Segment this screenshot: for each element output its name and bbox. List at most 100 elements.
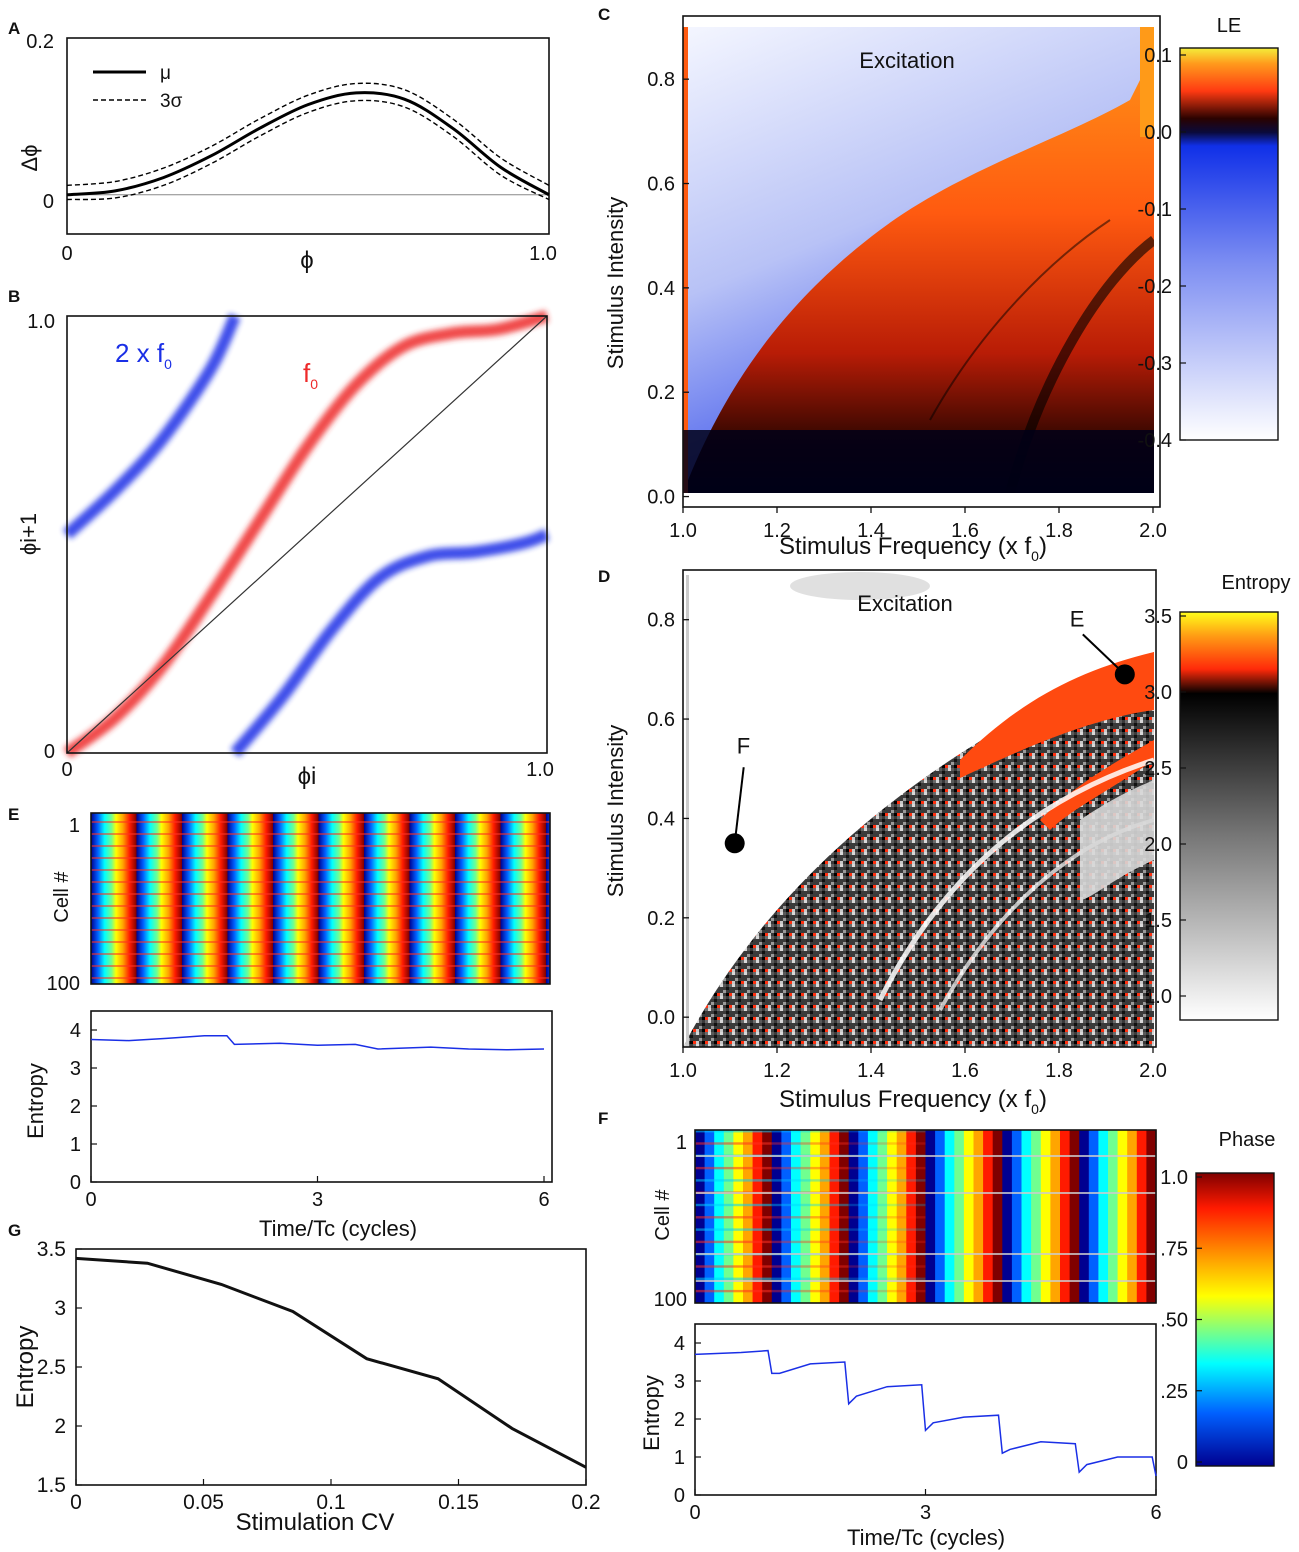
chart-e-raster-ytick-1: 1 [69,815,80,837]
chart-f-raster-stripe [695,1130,772,1133]
chart-c-xlabel: Stimulus Frequency (x f0) [779,533,1047,564]
colorbar-phase-tick-4: 0 [1177,1452,1188,1474]
chart-g-ylabel: Entropy [12,1326,39,1409]
chart-c-ytick-1: 0.2 [647,382,675,404]
chart-f-raster-band [771,1130,782,1303]
chart-f-raster-band [867,1130,879,1303]
chart-g-xtick-2: 0.1 [316,1491,345,1514]
chart-f-raster-band [992,1130,1003,1303]
colorbar-entropy [1179,611,1279,1021]
chart-g-ytick-3: 3 [54,1297,66,1320]
chart-f-entropy-frame [694,1323,1157,1496]
chart-a-ylabel: Δϕ [17,144,42,171]
chart-e-entropy-ytick-4: 4 [70,1020,81,1042]
chart-d-ytick-0: 0.0 [647,1007,675,1029]
chart-f-raster-band [810,1130,821,1303]
chart-b-xtick-1: 1.0 [526,759,554,781]
chart-f-raster-band [935,1130,946,1303]
chart-f-raster-band [800,1130,811,1303]
chart-f-raster-stripe [848,1203,926,1207]
chart-d-marker-e-leader [1082,633,1126,676]
chart-f-raster-stripe [695,1289,772,1293]
chart-d-xtick-5: 2.0 [1139,1060,1167,1082]
chart-f-raster-band [1040,1130,1051,1303]
chart-f-raster-stripe [695,1265,772,1268]
chart-d-marker-e-label: E [1070,606,1085,631]
chart-g-series-0 [75,1256,587,1469]
chart-f-entropy-ytick-2: 2 [674,1409,685,1431]
chart-f-raster-line-3 [695,1280,1156,1282]
chart-f-raster-frame [694,1129,1157,1304]
chart-f-raster-stripe [771,1216,849,1219]
chart-a-xtick-1: 1.0 [529,243,557,265]
chart-f-raster-stripe [771,1265,849,1268]
chart-f-raster-stripe [771,1228,849,1231]
colorbar-phase-tick-2: .50 [1160,1310,1188,1332]
panel-letter-d: D [598,567,610,586]
chart-e-entropy-ytick-2: 2 [70,1096,81,1118]
chart-f-raster-stripe [771,1130,849,1133]
chart-b-identity-line [66,315,548,754]
chart-f-raster-stripe [695,1203,772,1207]
chart-a-series-1 [66,82,550,187]
chart-d-xtick-1: 1.2 [763,1060,791,1082]
chart-c-annotation: Excitation [859,48,954,73]
chart-e-raster [90,812,551,985]
chart-g-ytick-0: 1.5 [37,1474,66,1497]
chart-c-xtick-0: 1.0 [669,520,697,542]
chart-f-entropy-xlabel: Time/Tc (cycles) [847,1525,1005,1550]
colorbar-entropy-tick-4: 1.5 [1144,910,1172,932]
colorbar-entropy-tick-0: 3.5 [1144,606,1172,628]
chart-f-raster-stripe [771,1142,849,1145]
chart-f-raster-stripe [771,1240,849,1244]
chart-f-raster-stripe [695,1216,772,1219]
chart-d-xtick-3: 1.6 [951,1060,979,1082]
chart-d-heatmap [683,570,1155,1047]
chart-b-plot [62,310,550,758]
chart-f-entropy-series-0 [694,1349,1157,1477]
chart-c-xtick-4: 1.8 [1045,520,1073,542]
panel-letter-c: C [598,5,610,24]
colorbar-le-label: LE [1217,15,1241,37]
chart-f-raster-band [983,1130,994,1303]
chart-f-entropy-xtick-2: 6 [1150,1502,1161,1524]
colorbar-phase-label: Phase [1219,1129,1276,1151]
chart-c-heatmap [683,27,1154,493]
chart-f-raster-band [1011,1130,1023,1303]
colorbar-entropy-tick-3: 2.0 [1144,834,1172,856]
chart-f-raster-stripe [848,1289,926,1293]
chart-f-raster-band [1031,1130,1042,1303]
chart-d-xticks: 1.0 1.2 1.4 1.6 1.8 2.0 [669,1047,1167,1082]
chart-f-raster-stripe [848,1277,926,1280]
chart-f-raster-band [829,1130,840,1303]
chart-d-ylabel: Stimulus Intensity [603,725,628,897]
chart-a-ytick-zero: 0 [43,191,54,213]
chart-c-xticks: 1.0 1.2 1.4 1.6 1.8 2.0 [669,507,1167,542]
chart-f-raster-band [906,1130,917,1303]
chart-f-raster-band [1117,1130,1128,1303]
colorbar-entropy-tick-2: 2.5 [1144,758,1172,780]
chart-f-raster-band [1136,1130,1147,1303]
chart-f-entropy-ytick-0: 0 [674,1485,685,1507]
chart-f-raster-stripe [848,1179,926,1182]
chart-f-raster-band [963,1130,975,1303]
chart-c-xtick-2: 1.4 [857,520,885,542]
chart-g-xtick-0: 0 [70,1491,82,1514]
chart-f-raster-stripe [771,1289,849,1293]
colorbar-phase-tick-1: .75 [1160,1238,1188,1260]
chart-d-frame [682,569,1157,1048]
chart-f-entropy-ytick-3: 3 [674,1371,685,1393]
chart-d-xtick-0: 1.0 [669,1060,697,1082]
chart-f-entropy-ylabel: Entropy [639,1375,664,1451]
chart-c-ytick-4: 0.8 [647,69,675,91]
chart-c-ytick-3: 0.6 [647,174,675,196]
chart-f-raster-band [1002,1130,1013,1303]
colorbar-phase-tick-0: 1.0 [1160,1167,1188,1189]
chart-f-raster-band [858,1130,869,1303]
chart-f-raster-stripe [695,1179,772,1182]
chart-a-legend-mu: μ [160,63,171,84]
chart-f-raster-line-1 [695,1192,1156,1194]
chart-e-entropy-ticks: 0 1 2 3 4 0 3 6 [70,1020,550,1211]
chart-d-marker-f-leader [733,767,745,844]
chart-d-annotation: Excitation [857,591,952,616]
